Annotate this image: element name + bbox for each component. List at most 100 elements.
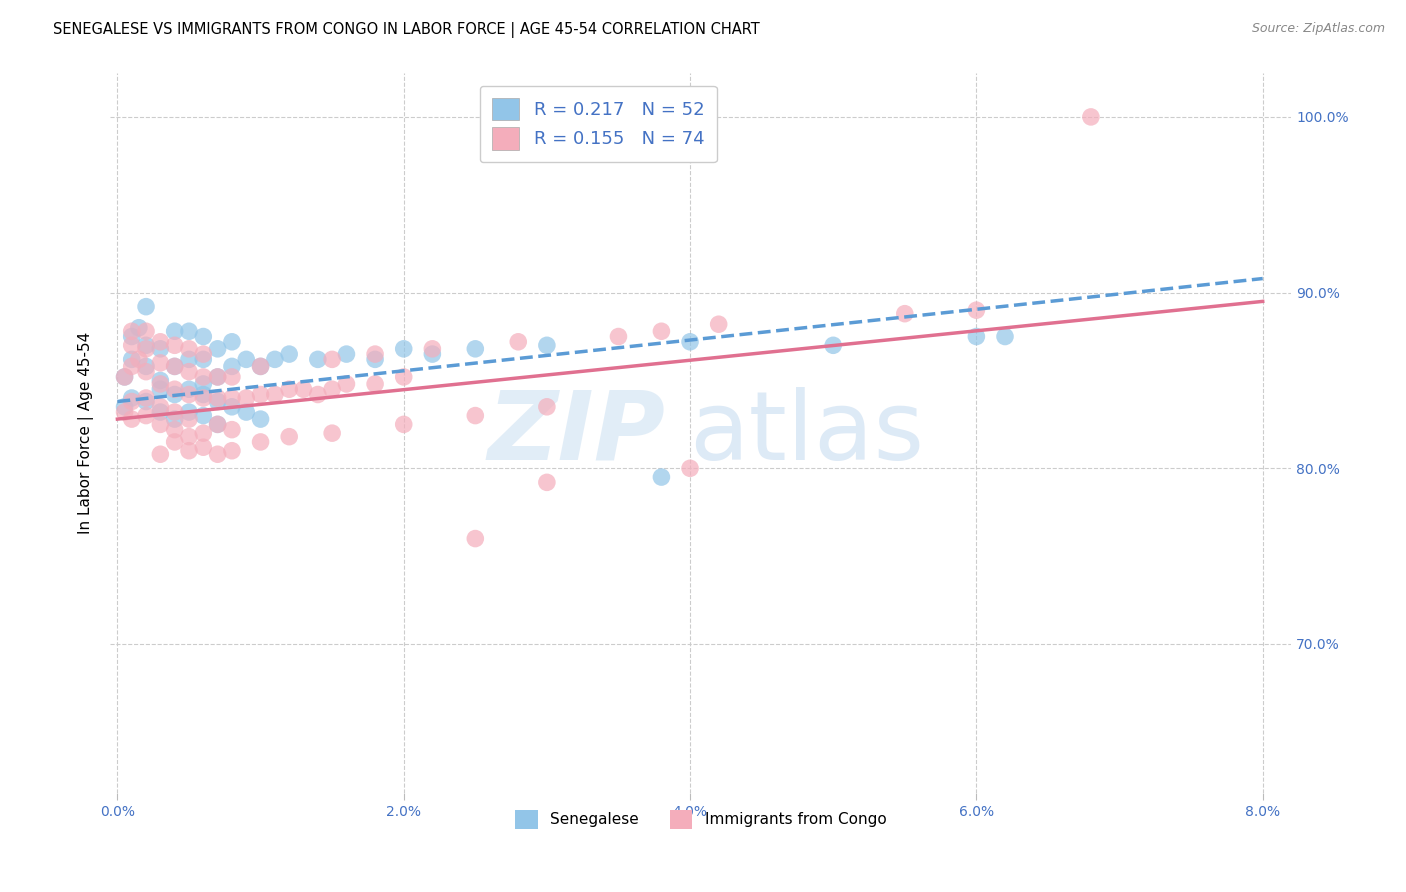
Point — [177, 382, 200, 396]
Point — [177, 352, 200, 367]
Point — [221, 391, 243, 405]
Point — [392, 370, 415, 384]
Point — [249, 359, 271, 374]
Point — [149, 334, 172, 349]
Point — [121, 359, 143, 374]
Point — [278, 347, 301, 361]
Point — [163, 382, 186, 396]
Point — [679, 461, 702, 475]
Point — [292, 382, 315, 396]
Point — [177, 324, 200, 338]
Point — [177, 365, 200, 379]
Point — [135, 359, 157, 374]
Point — [177, 412, 200, 426]
Point — [278, 430, 301, 444]
Point — [965, 303, 987, 318]
Point — [163, 387, 186, 401]
Point — [149, 342, 172, 356]
Point — [135, 409, 157, 423]
Point — [536, 400, 558, 414]
Point — [193, 426, 215, 441]
Point — [307, 352, 329, 367]
Point — [207, 417, 229, 432]
Point — [163, 405, 186, 419]
Point — [464, 342, 486, 356]
Point — [128, 352, 150, 367]
Point — [163, 359, 186, 374]
Point — [177, 405, 200, 419]
Point — [536, 338, 558, 352]
Point — [221, 334, 243, 349]
Point — [321, 352, 343, 367]
Point — [149, 356, 172, 370]
Point — [235, 391, 257, 405]
Point — [163, 324, 186, 338]
Point — [193, 387, 215, 401]
Point — [249, 359, 271, 374]
Point — [121, 394, 143, 409]
Point — [193, 440, 215, 454]
Point — [321, 382, 343, 396]
Point — [193, 352, 215, 367]
Point — [163, 412, 186, 426]
Y-axis label: In Labor Force | Age 45-54: In Labor Force | Age 45-54 — [79, 332, 94, 534]
Point — [508, 334, 530, 349]
Point — [235, 352, 257, 367]
Point — [221, 400, 243, 414]
Point — [707, 317, 730, 331]
Point — [207, 342, 229, 356]
Point — [264, 387, 287, 401]
Point — [364, 347, 387, 361]
Point — [193, 347, 215, 361]
Point — [121, 412, 143, 426]
Point — [121, 338, 143, 352]
Point — [163, 359, 186, 374]
Point — [149, 447, 172, 461]
Point — [128, 320, 150, 334]
Point — [307, 387, 329, 401]
Point — [221, 443, 243, 458]
Point — [149, 376, 172, 391]
Point — [114, 370, 136, 384]
Point — [121, 329, 143, 343]
Point — [235, 405, 257, 419]
Point — [321, 426, 343, 441]
Point — [207, 447, 229, 461]
Point — [464, 409, 486, 423]
Point — [221, 370, 243, 384]
Point — [193, 370, 215, 384]
Point — [221, 359, 243, 374]
Point — [149, 382, 172, 396]
Point — [249, 434, 271, 449]
Point — [121, 324, 143, 338]
Point — [193, 409, 215, 423]
Text: atlas: atlas — [689, 386, 924, 480]
Point — [422, 342, 444, 356]
Point — [135, 394, 157, 409]
Point — [121, 352, 143, 367]
Text: SENEGALESE VS IMMIGRANTS FROM CONGO IN LABOR FORCE | AGE 45-54 CORRELATION CHART: SENEGALESE VS IMMIGRANTS FROM CONGO IN L… — [53, 22, 761, 38]
Point — [422, 347, 444, 361]
Point — [149, 417, 172, 432]
Point — [1080, 110, 1102, 124]
Point — [135, 324, 157, 338]
Point — [207, 394, 229, 409]
Point — [364, 376, 387, 391]
Point — [894, 307, 917, 321]
Point — [249, 412, 271, 426]
Legend: Senegalese, Immigrants from Congo: Senegalese, Immigrants from Congo — [509, 804, 893, 835]
Point — [278, 382, 301, 396]
Point — [364, 352, 387, 367]
Point — [149, 374, 172, 388]
Point — [135, 365, 157, 379]
Text: Source: ZipAtlas.com: Source: ZipAtlas.com — [1251, 22, 1385, 36]
Point — [149, 400, 172, 414]
Point — [163, 423, 186, 437]
Point — [994, 329, 1017, 343]
Point — [135, 338, 157, 352]
Point — [135, 342, 157, 356]
Point — [207, 391, 229, 405]
Point — [149, 405, 172, 419]
Point — [193, 391, 215, 405]
Point — [163, 434, 186, 449]
